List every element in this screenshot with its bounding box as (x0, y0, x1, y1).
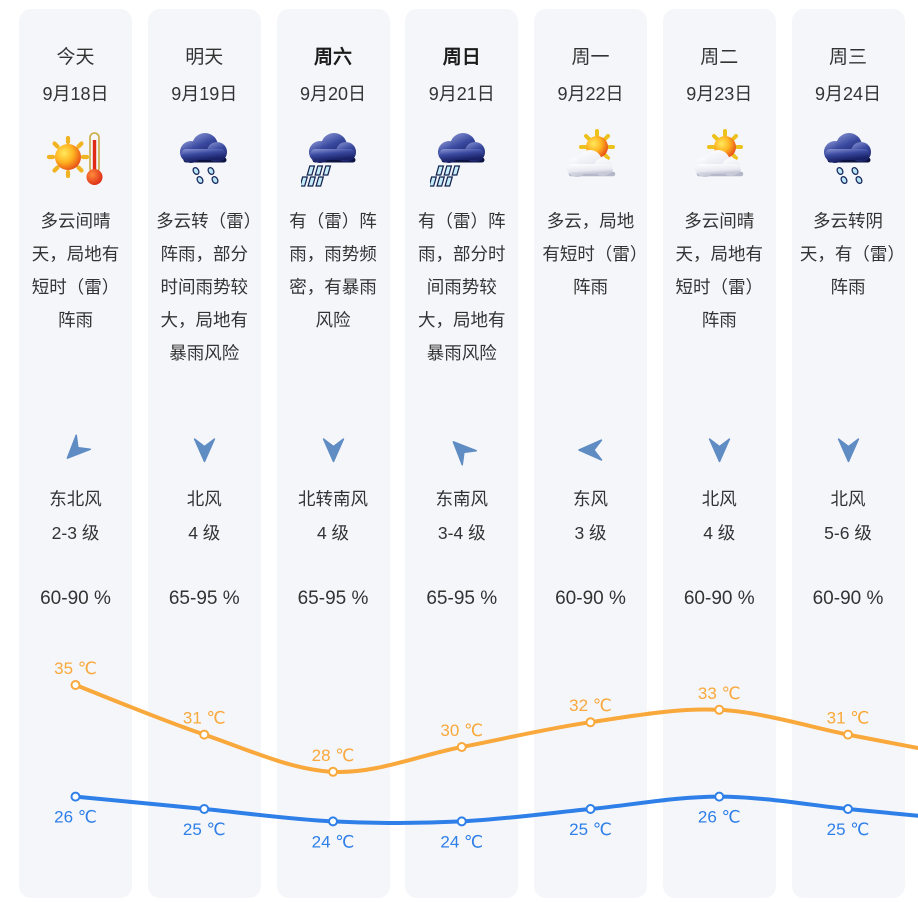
humidity-label: 60-90 % (812, 588, 884, 609)
date-label: 9月24日 (814, 84, 882, 104)
wind-direction-label: 北风 (186, 489, 222, 509)
day-label: 明天 (185, 47, 224, 68)
sun-cloud-icon (559, 127, 623, 191)
rain-drops-icon (816, 127, 880, 191)
humidity-label: 65-95 % (168, 588, 240, 609)
sun-thermo-icon (44, 127, 108, 191)
weather-description: 多云间晴天，局地有短时（雷）阵雨 (675, 211, 764, 330)
date-label: 9月18日 (42, 84, 109, 104)
wind-direction-icon (792, 436, 905, 466)
humidity-label: 60-90 % (555, 588, 626, 609)
day-label: 周二 (700, 47, 739, 68)
wind-chevron-icon (836, 436, 861, 464)
rain-heavy-icon (301, 127, 365, 191)
wind-direction-icon (19, 436, 132, 466)
forecast-column: 周一 9月22日 多云，局地有短时（雷）阵雨 东风 3 级 60-90 % (534, 9, 647, 898)
wind-direction-icon (534, 436, 647, 466)
humidity-label: 60-90 % (40, 588, 111, 609)
date-label: 9月22日 (557, 84, 624, 104)
weather-icon (148, 127, 261, 191)
wind-direction-icon (663, 436, 776, 466)
wind-chevron-icon (192, 436, 217, 464)
day-label: 周三 (828, 47, 867, 68)
day-label: 周六 (313, 47, 352, 68)
weather-description: 多云，局地有短时（雷）阵雨 (542, 211, 639, 297)
weather-description: 多云转（雷）阵雨，部分时间雨势较大，局地有暴雨风险 (156, 211, 253, 363)
forecast-column: 今天 9月18日 多云间晴天，局地有短时（雷）阵雨 东北风 2-3 级 60-9… (19, 9, 132, 898)
weather-description: 有（雷）阵雨，部分时间雨势较大，局地有暴雨风险 (418, 211, 506, 363)
date-label: 9月20日 (299, 84, 367, 104)
rain-heavy-icon (430, 127, 494, 191)
wind-level-label: 4 级 (316, 523, 350, 543)
forecast-column: 周日 9月21日 有（雷）阵雨，部分时间雨势较大，局地有暴雨风险 东南风 3-4… (405, 9, 519, 898)
wind-level-label: 2-3 级 (51, 523, 100, 543)
wind-direction-label: 东风 (573, 489, 608, 509)
rain-drops-icon (172, 127, 236, 191)
wind-chevron-icon (577, 438, 605, 463)
weather-description: 多云间晴天，局地有短时（雷）阵雨 (31, 211, 120, 330)
wind-direction-label: 北风 (701, 489, 737, 509)
wind-chevron-icon (707, 436, 732, 464)
weather-description: 有（雷）阵雨，雨势频密，有暴雨风险 (289, 211, 377, 330)
wind-level-label: 4 级 (703, 523, 736, 543)
weather-icon (277, 127, 390, 191)
wind-chevron-icon (57, 431, 94, 468)
day-label: 周日 (442, 47, 481, 68)
wind-direction-label: 东北风 (49, 489, 102, 509)
date-label: 9月23日 (686, 84, 753, 104)
wind-level-label: 4 级 (188, 523, 221, 543)
forecast-column: 周三 9月24日 多云转阴天，有（雷）阵雨 北风 5-6 级 60-90 % (791, 9, 905, 898)
humidity-label: 65-95 % (426, 588, 498, 609)
wind-chevron-icon (321, 436, 346, 464)
wind-level-label: 3-4 级 (437, 523, 486, 543)
wind-direction-label: 东南风 (435, 489, 489, 509)
wind-direction-icon (277, 436, 390, 466)
wind-level-label: 3 级 (574, 523, 607, 543)
humidity-label: 65-95 % (297, 588, 369, 609)
weather-icon (534, 127, 647, 191)
sun-cloud-icon (687, 127, 751, 191)
wind-chevron-icon (443, 431, 480, 468)
weather-icon (19, 127, 132, 191)
date-label: 9月21日 (428, 84, 495, 104)
weather-icon (792, 127, 905, 191)
wind-direction-icon (405, 436, 518, 466)
day-label: 今天 (56, 47, 95, 68)
weather-description: 多云转阴天，有（雷）阵雨 (799, 211, 897, 297)
wind-direction-label: 北风 (830, 489, 866, 509)
humidity-label: 60-90 % (683, 588, 755, 609)
date-label: 9月19日 (171, 84, 238, 104)
weather-icon (663, 127, 776, 191)
forecast-column: 周二 9月23日 多云间晴天，局地有短时（雷）阵雨 北风 4 级 60-90 % (662, 9, 776, 898)
forecast-column: 明天 9月19日 多云转（雷）阵雨，部分时间雨势较大，局地有暴雨风险 北风 4 … (147, 9, 261, 898)
wind-direction-icon (148, 436, 261, 466)
wind-level-label: 5-6 级 (824, 523, 872, 543)
weather-icon (405, 127, 518, 191)
wind-direction-label: 北转南风 (298, 489, 368, 509)
day-label: 周一 (571, 47, 610, 68)
forecast-column: 周六 9月20日 有（雷）阵雨，雨势频密，有暴雨风险 北转南风 4 级 65-9… (276, 9, 390, 898)
